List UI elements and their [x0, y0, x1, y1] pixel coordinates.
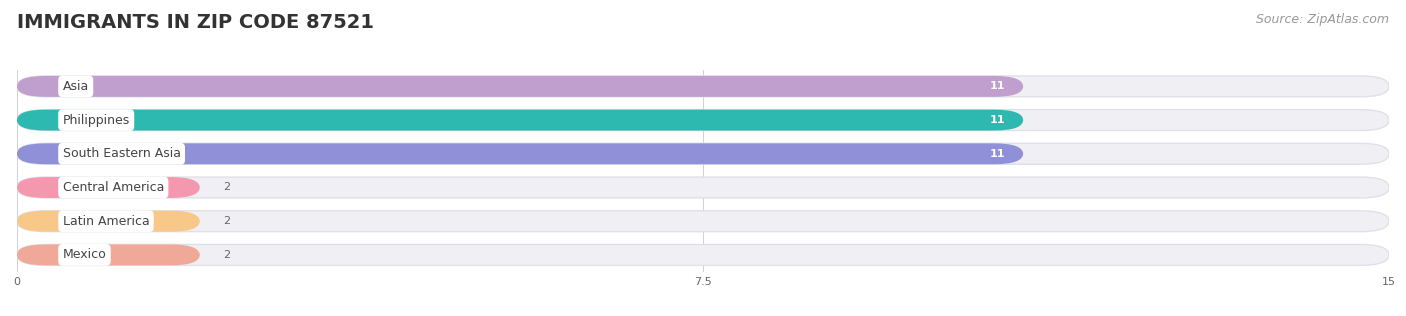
Text: Source: ZipAtlas.com: Source: ZipAtlas.com — [1256, 13, 1389, 26]
Text: 2: 2 — [222, 216, 229, 226]
FancyBboxPatch shape — [17, 245, 1389, 265]
FancyBboxPatch shape — [17, 211, 1389, 232]
FancyBboxPatch shape — [17, 110, 1389, 131]
Text: IMMIGRANTS IN ZIP CODE 87521: IMMIGRANTS IN ZIP CODE 87521 — [17, 13, 374, 32]
FancyBboxPatch shape — [17, 143, 1389, 164]
FancyBboxPatch shape — [17, 76, 1389, 97]
FancyBboxPatch shape — [17, 177, 1389, 198]
FancyBboxPatch shape — [17, 211, 200, 232]
Text: 2: 2 — [222, 183, 229, 192]
FancyBboxPatch shape — [17, 177, 200, 198]
Text: Asia: Asia — [63, 80, 89, 93]
Text: 11: 11 — [990, 115, 1005, 125]
FancyBboxPatch shape — [17, 76, 1024, 97]
Text: Philippines: Philippines — [63, 113, 129, 127]
Text: 11: 11 — [990, 82, 1005, 91]
Text: Latin America: Latin America — [63, 215, 149, 228]
FancyBboxPatch shape — [17, 110, 1024, 131]
Text: 11: 11 — [990, 149, 1005, 159]
Text: Central America: Central America — [63, 181, 165, 194]
Text: South Eastern Asia: South Eastern Asia — [63, 147, 180, 160]
FancyBboxPatch shape — [17, 143, 1024, 164]
Text: Mexico: Mexico — [63, 248, 107, 261]
Text: 2: 2 — [222, 250, 229, 260]
FancyBboxPatch shape — [17, 245, 200, 265]
